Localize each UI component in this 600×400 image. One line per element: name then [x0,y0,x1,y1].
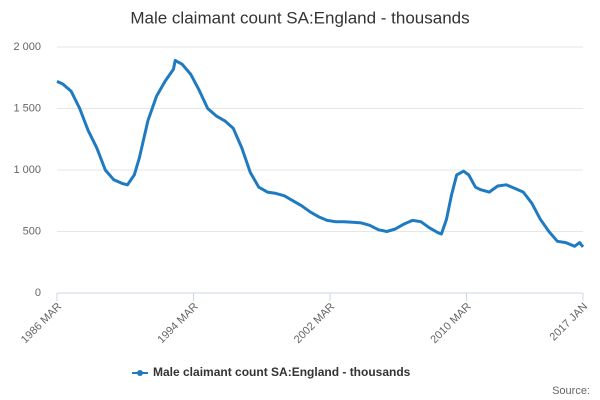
legend-marker [137,370,143,376]
y-tick-label: 0 [35,287,41,299]
y-tick-label: 1 500 [13,102,41,114]
source: Source: [552,385,590,397]
y-tick-label: 1 000 [13,164,41,176]
x-tick-label: 1994 MAR [155,301,200,346]
x-tick-label: 2017 JAN [548,301,591,344]
y-tick-label: 2 000 [13,41,41,53]
chart-title: Male claimant count SA:England - thousan… [130,8,469,27]
legend-label: Male claimant count SA:England - thousan… [153,365,411,379]
x-tick-label: 2010 MAR [428,301,473,346]
series-line [56,59,585,248]
x-tick-label: 2002 MAR [292,301,337,346]
x-tick-label: 1986 MAR [19,301,64,346]
y-tick-label: 500 [23,225,41,237]
